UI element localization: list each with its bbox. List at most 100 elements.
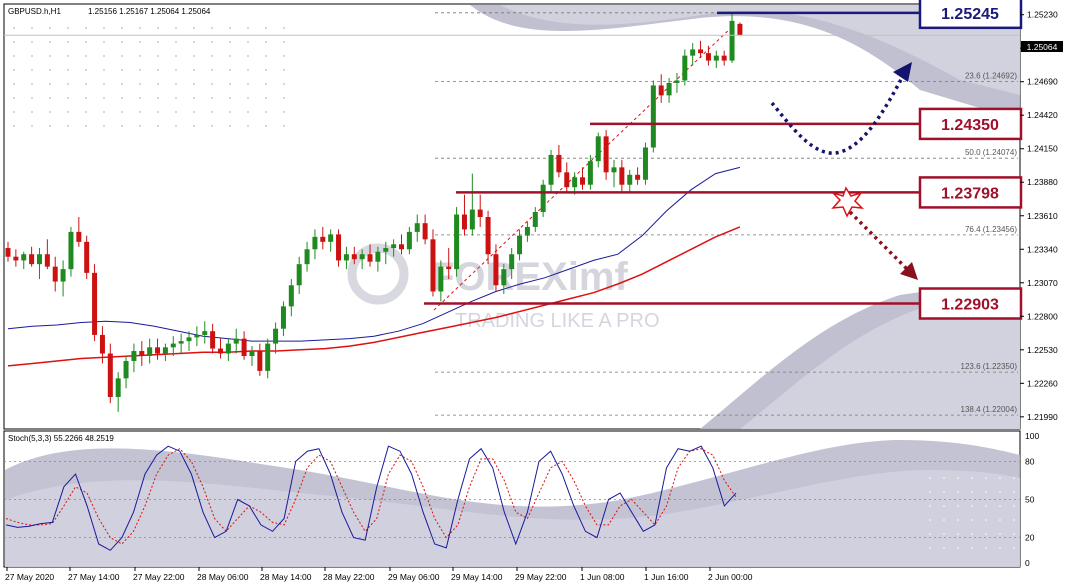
candle [210, 323, 216, 354]
candle [13, 249, 19, 267]
price-tick-label: 1.23610 [1027, 211, 1058, 221]
ohlc-label: 1.25156 1.25167 1.25064 1.25064 [88, 7, 211, 16]
candle [367, 244, 373, 267]
candle [383, 241, 389, 265]
forecast-arrows [770, 62, 918, 280]
candle [564, 162, 570, 193]
candle [225, 338, 231, 361]
candle [572, 172, 578, 195]
candle [84, 235, 90, 280]
break-burst-icon [831, 186, 865, 218]
candle [139, 341, 145, 366]
price-tick-label: 1.23070 [1027, 278, 1058, 288]
stoch-main-line [5, 445, 737, 551]
candle [5, 241, 11, 262]
candle [296, 256, 302, 294]
fibo-label: 23.6 (1.24692) [965, 71, 1017, 80]
candle [288, 279, 294, 317]
stoch-levels: 100 80 50 20 0 [4, 431, 1039, 568]
candle [76, 217, 82, 247]
candle [721, 50, 727, 66]
candle [674, 73, 680, 93]
stoch-level-label: 80 [1025, 456, 1035, 466]
time-tick-label: 27 May 22:00 [133, 572, 185, 582]
candle [391, 239, 397, 257]
stoch-level-label: 20 [1025, 533, 1035, 543]
time-tick-label: 29 May 14:00 [451, 572, 503, 582]
candle [603, 130, 609, 180]
watermark-brand: FOREXimf [430, 255, 628, 299]
time-tick-label: 29 May 06:00 [388, 572, 440, 582]
price-tick-label: 1.24150 [1027, 144, 1058, 154]
stoch-signal-line [5, 448, 737, 545]
candle [406, 226, 412, 255]
candle [162, 343, 168, 361]
watermark-slogan: TRADING LIKE A PRO [455, 310, 660, 332]
candle [280, 301, 286, 337]
candle [273, 322, 279, 354]
stoch-level-label: 50 [1025, 495, 1035, 505]
level-1-22903: 1.22903 [424, 287, 1023, 320]
candle [446, 248, 452, 280]
candle [99, 326, 105, 364]
time-tick-label: 27 May 2020 [5, 572, 54, 582]
price-tick-label: 1.23340 [1027, 244, 1058, 254]
candle [359, 249, 365, 270]
candle [68, 226, 74, 277]
candle [619, 159, 625, 193]
candle [249, 346, 255, 366]
time-tick-label: 29 May 22:00 [515, 572, 567, 582]
symbol-label: GBPUSD.h,H1 [8, 7, 61, 16]
candle [666, 77, 672, 103]
candles [5, 13, 743, 412]
price-tick-label: 1.23880 [1027, 177, 1058, 187]
fibo-label: 123.6 (1.22350) [961, 362, 1018, 371]
level-box [918, 0, 1023, 30]
candle [60, 260, 66, 297]
candle [170, 336, 176, 357]
candle [524, 221, 530, 242]
level-1-25245: 1.25245 [717, 0, 1023, 30]
time-tick-label: 28 May 14:00 [260, 572, 312, 582]
candle [658, 74, 664, 103]
candle [36, 248, 42, 280]
level-1-24350: 1.24350 [590, 107, 1023, 141]
fibo-label: 50.0 (1.24074) [965, 148, 1017, 157]
candle [540, 179, 546, 217]
price-tick-label: 1.24690 [1027, 77, 1058, 87]
main-plot-frame [3, 3, 1021, 430]
candle [186, 331, 192, 352]
price-levels: 1.25245 1.24350 1.23798 1.22903 [424, 0, 1023, 320]
candle [587, 154, 593, 190]
candle [737, 22, 743, 36]
time-tick-label: 1 Jun 16:00 [644, 572, 689, 582]
candle [52, 256, 58, 292]
price-axis: 1.252301.249601.246901.244201.241501.238… [1020, 10, 1058, 422]
price-tick-label: 1.24420 [1027, 110, 1058, 120]
candle [304, 241, 310, 272]
decorative-shading [5, 5, 1020, 567]
candle [493, 244, 499, 292]
time-tick-label: 1 Jun 08:00 [580, 572, 625, 582]
candle [682, 49, 688, 86]
level-label: 1.25245 [941, 6, 999, 23]
price-tick-label: 1.25230 [1027, 10, 1058, 20]
level-box [918, 176, 1023, 209]
candle [469, 173, 475, 236]
candle [351, 246, 357, 265]
candle [44, 239, 50, 270]
candle [241, 331, 247, 360]
time-tick-label: 27 May 14:00 [68, 572, 120, 582]
candle [595, 132, 601, 168]
candle [155, 338, 161, 360]
candle [422, 214, 428, 245]
red-arrow-head-icon [900, 262, 918, 280]
candle [265, 338, 271, 379]
candle [548, 149, 554, 193]
candle [328, 229, 334, 252]
candle [375, 246, 381, 272]
ma-red-line [7, 226, 741, 367]
fibo-label: 76.4 (1.23456) [965, 225, 1017, 234]
current-price-tag [1021, 41, 1063, 52]
